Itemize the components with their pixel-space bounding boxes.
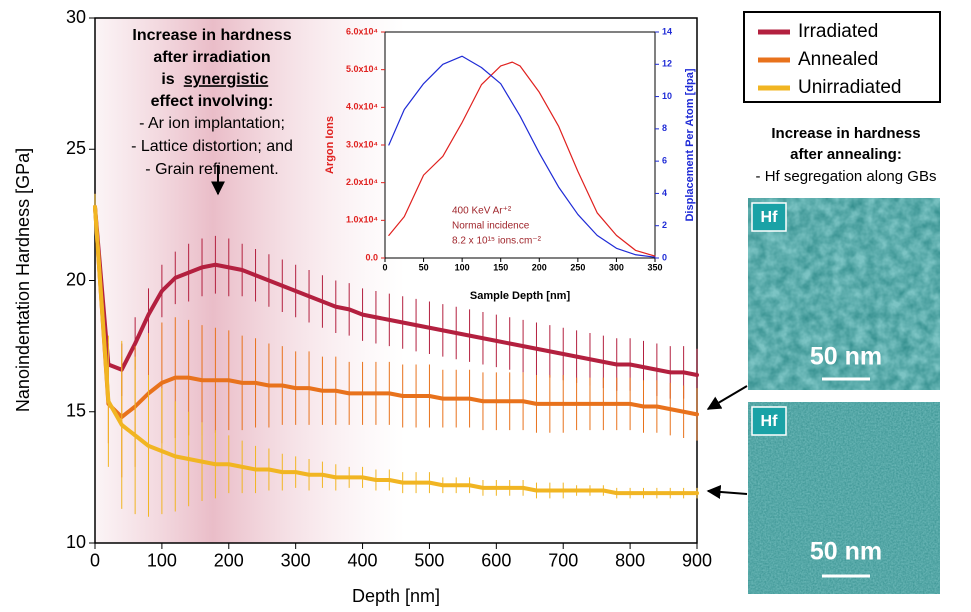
scale-label: 50 nm <box>810 538 882 566</box>
x-tick-label: 100 <box>147 550 177 570</box>
x-tick-label: 100 <box>455 263 470 273</box>
annotation-line: - Lattice distortion; and <box>131 138 293 155</box>
element-label: Hf <box>761 413 779 430</box>
y-tick-label: 10 <box>66 532 86 552</box>
inset-annotation-line: Normal incidence <box>452 221 530 232</box>
y2-tick-label: 8 <box>662 123 667 133</box>
x-tick-label: 0 <box>382 263 387 273</box>
y-tick-label: 15 <box>66 401 86 421</box>
legend-label: Annealed <box>798 49 878 70</box>
y2-tick-label: 0 <box>662 252 667 262</box>
x-tick-label: 900 <box>682 550 712 570</box>
highlight-band <box>95 18 405 543</box>
pointer-arrow <box>706 385 748 410</box>
y2-tick-label: 4 <box>662 188 667 198</box>
inset-x-axis-label: Sample Depth [nm] <box>470 290 571 302</box>
x-axis-label: Depth [nm] <box>352 586 440 606</box>
x-tick-label: 150 <box>493 263 508 273</box>
series-line <box>388 55 656 258</box>
annotation-line: is <box>161 71 174 88</box>
series-line <box>388 61 656 257</box>
annotation-line: - Grain refinement. <box>145 161 278 178</box>
y-tick-label: 25 <box>66 138 86 158</box>
x-tick-label: 300 <box>609 263 624 273</box>
y2-tick-label: 14 <box>662 26 672 36</box>
x-tick-label: 400 <box>348 550 378 570</box>
inset-background <box>385 32 655 258</box>
x-tick-label: 0 <box>90 550 100 570</box>
side-heading: Increase in hardness <box>771 125 920 142</box>
inset-annotation-line: 400 KeV Ar⁺² <box>452 206 512 217</box>
annotation-line: - Ar ion implantation; <box>139 115 285 132</box>
x-tick-label: 200 <box>214 550 244 570</box>
x-tick-label: 600 <box>481 550 511 570</box>
y2-tick-label: 2 <box>662 220 667 230</box>
y-tick-label: 20 <box>66 269 86 289</box>
scale-label: 50 nm <box>810 343 882 371</box>
inset-y2-axis-label: Displacement Per Atom [dpa] <box>684 68 696 221</box>
inset-y-axis-label: Argon Ions <box>324 116 336 174</box>
annotation-line: Increase in hardness <box>132 27 291 44</box>
side-heading: after annealing: <box>790 146 902 163</box>
x-tick-label: 50 <box>419 263 429 273</box>
element-label: Hf <box>761 209 779 226</box>
y2-tick-label: 6 <box>662 156 667 166</box>
y-tick-label: 0.0 <box>365 252 378 262</box>
element-tag <box>751 202 787 232</box>
y-axis-label: Nanoindentation Hardness [GPa] <box>13 148 33 412</box>
y-tick-label: 6.0x10⁴ <box>346 26 378 36</box>
series-line <box>93 205 699 377</box>
x-tick-label: 700 <box>548 550 578 570</box>
annotation-line: after irradiation <box>153 49 270 66</box>
y-tick-label: 3.0x10⁴ <box>346 139 378 149</box>
side-note: - Hf segregation along GBs <box>756 168 937 185</box>
inset-annotation-line: 8.2 x 10¹⁵ ions.cm⁻² <box>452 236 542 247</box>
inset-annotation: 400 KeV Ar⁺² Normal incidence 8.2 x 10¹⁵… <box>452 206 542 247</box>
annotation-line: effect involving: <box>151 93 274 110</box>
y2-tick-label: 10 <box>662 91 672 101</box>
y-tick-label: 4.0x10⁴ <box>346 102 378 112</box>
x-tick-label: 500 <box>414 550 444 570</box>
y-tick-label: 1.0x10⁴ <box>346 215 378 225</box>
annotation-emphasis: synergistic <box>184 71 269 88</box>
annotation: Increase in hardness after irradiation i… <box>131 27 293 178</box>
legend-label: Unirradiated <box>798 77 902 98</box>
y2-tick-label: 12 <box>662 59 672 69</box>
x-tick-label: 350 <box>647 263 662 273</box>
micrograph: Hf 50 nm <box>748 198 940 390</box>
pointer-arrow <box>706 484 748 499</box>
y-tick-label: 2.0x10⁴ <box>346 177 378 187</box>
x-tick-label: 300 <box>281 550 311 570</box>
x-tick-label: 250 <box>570 263 585 273</box>
micrograph: Hf 50 nm <box>748 402 940 594</box>
element-tag <box>751 406 787 436</box>
y-tick-label: 30 <box>66 7 86 27</box>
y-tick-label: 5.0x10⁴ <box>346 64 378 74</box>
x-tick-label: 800 <box>615 550 645 570</box>
series-line <box>93 205 699 496</box>
series-line <box>93 205 699 419</box>
x-tick-label: 200 <box>532 263 547 273</box>
legend-label: Irradiated <box>798 21 878 42</box>
